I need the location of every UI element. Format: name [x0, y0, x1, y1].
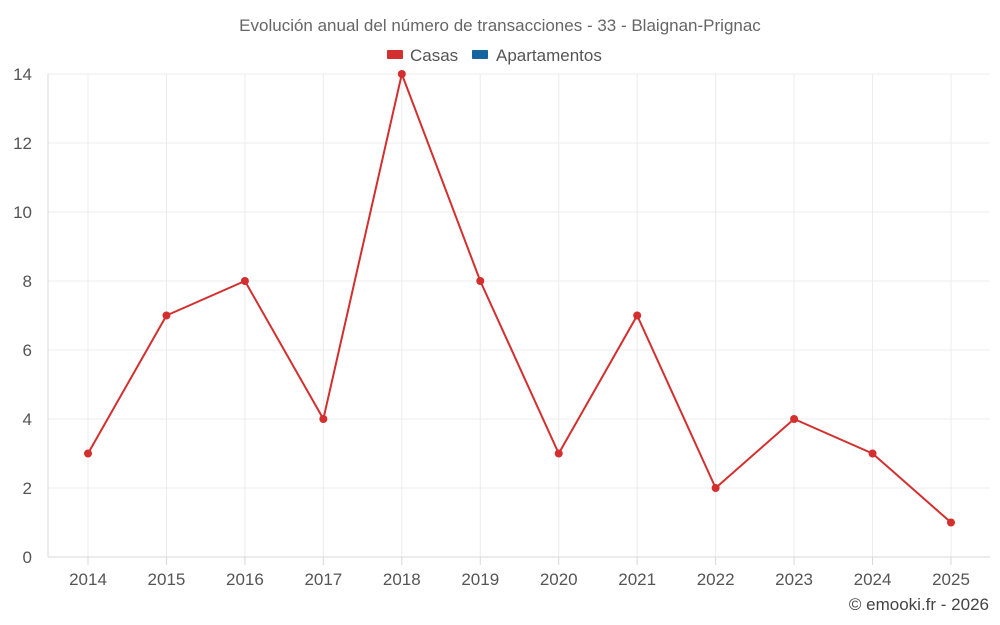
legend-item-casas[interactable]: Casas [387, 46, 458, 65]
y-tick-label: 8 [23, 272, 32, 291]
data-point-casas-2023[interactable] [790, 415, 799, 423]
data-point-casas-2025[interactable] [947, 518, 955, 527]
data-point-casas-2024[interactable] [868, 449, 877, 458]
legend-swatch-apartamentos [472, 50, 488, 59]
x-tick-label: 2017 [304, 570, 342, 589]
chart-title: Evolución anual del número de transaccio… [239, 16, 761, 35]
data-point-casas-2014[interactable] [84, 449, 92, 458]
y-tick-label: 4 [23, 410, 32, 429]
x-tick-label: 2023 [775, 570, 813, 589]
y-tick-label: 12 [13, 134, 32, 153]
grid [48, 73, 990, 557]
axes [47, 74, 990, 565]
data-point-casas-2022[interactable] [711, 484, 720, 492]
x-tick-label: 2025 [932, 570, 970, 589]
y-tick-label: 14 [13, 65, 32, 84]
data-point-casas-2017[interactable] [319, 415, 328, 423]
data-point-casas-2019[interactable] [476, 277, 485, 285]
x-axis-ticks: 2014 2015 2016 2017 2018 2019 2020 2021 2022 2023… [69, 570, 970, 589]
x-tick-label: 2020 [540, 570, 578, 589]
y-axis-ticks: 0 2 4 6 8 10 12 14 [13, 65, 32, 567]
legend-item-apartamentos[interactable]: Apartamentos [472, 46, 602, 65]
x-tick-label: 2024 [854, 570, 892, 589]
x-tick-label: 2014 [69, 570, 107, 589]
x-tick-label: 2022 [697, 570, 735, 589]
legend-label-casas: Casas [410, 46, 458, 65]
legend-swatch-casas [387, 50, 403, 59]
x-tick-label: 2019 [461, 570, 499, 589]
data-point-casas-2015[interactable] [162, 311, 171, 320]
y-tick-label: 6 [23, 341, 32, 360]
x-tick-label: 2015 [148, 570, 186, 589]
y-tick-label: 10 [13, 203, 32, 222]
x-tick-label: 2021 [618, 570, 656, 589]
series-casas [84, 70, 955, 527]
x-tick-label: 2016 [226, 570, 264, 589]
data-point-casas-2016[interactable] [240, 277, 249, 285]
series-line-casas [87, 73, 952, 524]
legend: Casas Apartamentos [387, 46, 602, 65]
data-point-casas-2020[interactable] [554, 449, 563, 458]
y-tick-label: 2 [23, 479, 32, 498]
credit-text: © emooki.fr - 2026 [849, 595, 989, 614]
legend-label-apartamentos: Apartamentos [496, 46, 602, 65]
data-point-casas-2021[interactable] [633, 311, 642, 320]
y-tick-label: 0 [23, 548, 32, 567]
data-point-casas-2018[interactable] [397, 70, 406, 78]
x-tick-label: 2018 [383, 570, 421, 589]
